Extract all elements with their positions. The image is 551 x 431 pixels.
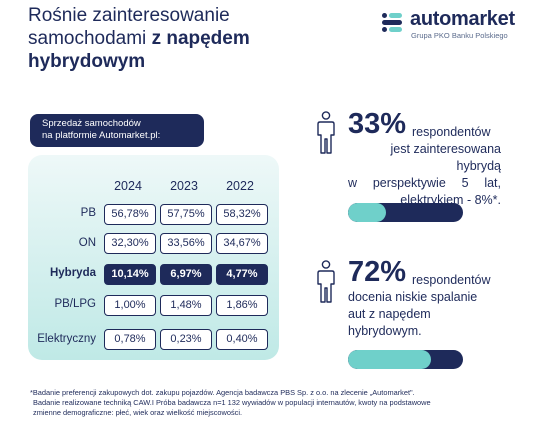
- footnote-line-1: *Badanie preferencji zakupowych dot. zak…: [30, 388, 415, 397]
- logo-name: automarket: [410, 8, 515, 30]
- stat-2-progress-fill: [348, 350, 431, 369]
- stat-1-value: 33%: [348, 108, 407, 140]
- stat-2-line-3: aut z napędem: [348, 307, 431, 321]
- row-label-pb: PB: [80, 207, 96, 219]
- table-cell: 32,30%: [104, 233, 156, 254]
- row-label-hybryda: Hybryda: [49, 267, 96, 279]
- year-header-2024: 2024: [114, 179, 142, 193]
- sales-table-panel: [28, 155, 279, 360]
- stat-2-progress-bar: [348, 350, 463, 369]
- row-label-pb-lpg: PB/LPG: [54, 298, 96, 310]
- year-header-2022: 2022: [226, 179, 254, 193]
- footnote-line-3: zmienne demograficzne: płeć, wiek oraz w…: [33, 408, 243, 417]
- title-line-2-bold: z napędem: [151, 28, 250, 49]
- table-cell: 33,56%: [160, 233, 212, 254]
- row-label-elektryczny: Elektryczny: [37, 333, 96, 345]
- sales-label-line-1: Sprzedaż samochodów: [42, 118, 141, 129]
- table-cell: 1,48%: [160, 295, 212, 316]
- title-line-1: Rośnie zainteresowanie: [28, 5, 230, 26]
- footnote-line-2: Badanie realizowane techniką CAW.I Próba…: [33, 398, 431, 407]
- stat-2-word: respondentów: [412, 273, 491, 287]
- stat-2-description: docenia niskie spalanie aut z napędem hy…: [348, 289, 508, 340]
- table-cell-highlight: 6,97%: [160, 264, 212, 285]
- table-cell: 57,75%: [160, 204, 212, 225]
- sales-label-line-2: na platformie Automarket.pl:: [42, 130, 161, 141]
- stat-1-progress-bar: [348, 203, 463, 222]
- table-cell: 0,23%: [160, 329, 212, 350]
- table-cell: 58,32%: [216, 204, 268, 225]
- title-line-2-normal: samochodami: [28, 28, 152, 49]
- stat-1-word: respondentów: [412, 125, 491, 139]
- automarket-logo-mark-icon: [380, 12, 404, 34]
- table-cell-highlight: 10,14%: [104, 264, 156, 285]
- title-line-3-bold: hybrydowym: [28, 51, 146, 72]
- table-cell-highlight: 4,77%: [216, 264, 268, 285]
- table-cell: 34,67%: [216, 233, 268, 254]
- stat-2-line-2: docenia niskie spalanie: [348, 290, 478, 304]
- table-cell: 0,40%: [216, 329, 268, 350]
- person-icon: [317, 260, 335, 303]
- table-cell: 1,00%: [104, 295, 156, 316]
- stat-1-description: jest zainteresowana hybrydą w perspektyw…: [348, 141, 501, 209]
- stat-1-line-2: jest zainteresowana hybrydą: [390, 142, 501, 173]
- table-cell: 0,78%: [104, 329, 156, 350]
- year-header-2023: 2023: [170, 179, 198, 193]
- stat-2-value: 72%: [348, 256, 407, 288]
- table-cell: 1,86%: [216, 295, 268, 316]
- footnote: *Badanie preferencji zakupowych dot. zak…: [30, 388, 545, 418]
- stat-1-line-3: w perspektywie 5 lat,: [348, 176, 501, 190]
- automarket-logo: automarket Grupa PKO Banku Polskiego: [380, 8, 545, 44]
- stat-1-progress-fill: [348, 203, 386, 222]
- table-cell: 56,78%: [104, 204, 156, 225]
- logo-subtitle: Grupa PKO Banku Polskiego: [411, 31, 508, 40]
- stat-2-line-4: hybrydowym.: [348, 324, 422, 338]
- page-title: Rośnie zainteresowanie samochodami z nap…: [28, 4, 328, 73]
- person-icon: [317, 111, 335, 154]
- row-label-on: ON: [78, 237, 96, 249]
- sales-label: Sprzedaż samochodów na platformie Automa…: [30, 114, 204, 147]
